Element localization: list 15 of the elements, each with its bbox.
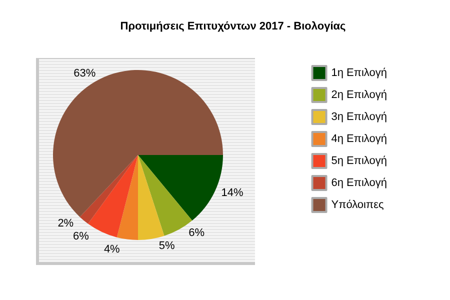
chart-title: Προτιμήσεις Επιτυχόντων 2017 - Βιολογίας	[120, 20, 346, 32]
data-label: 6%	[188, 226, 205, 239]
legend-label: 1η Επιλογή	[331, 67, 388, 79]
legend-label: 6η Επιλογή	[331, 177, 388, 189]
legend-label: 2η Επιλογή	[331, 89, 388, 101]
legend-label: 5η Επιλογή	[331, 155, 388, 167]
legend-label: 4η Επιλογή	[331, 133, 388, 145]
data-label: 4%	[104, 244, 120, 256]
data-label: 6%	[72, 230, 90, 243]
legend-label: Υπόλοιπες	[331, 199, 384, 211]
data-label: 2%	[58, 218, 74, 230]
data-label: 5%	[158, 240, 176, 252]
legend-label: 3η Επιλογή	[331, 111, 388, 123]
data-label: 14%	[221, 186, 244, 199]
data-label: 63%	[74, 67, 96, 80]
